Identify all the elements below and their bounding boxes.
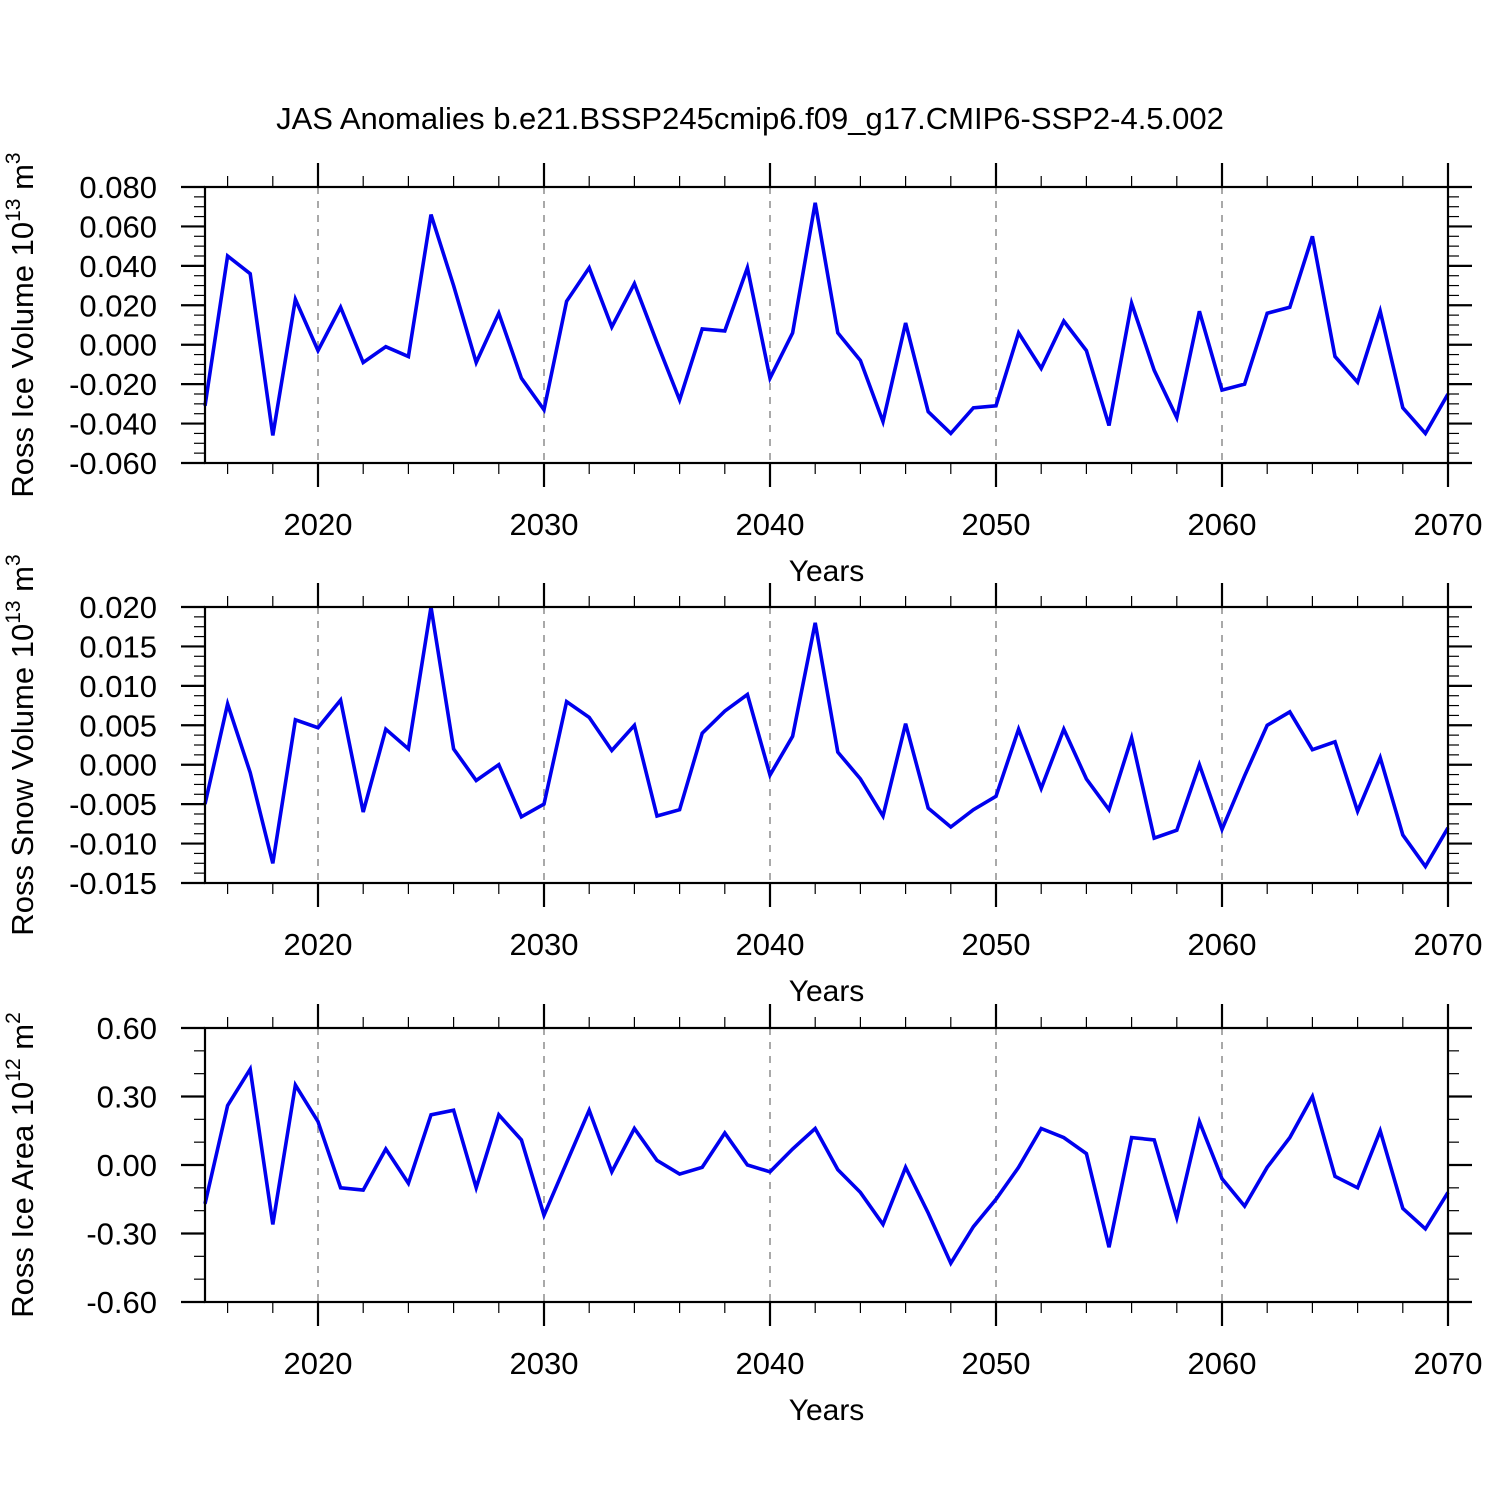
data-line [203,606,1450,870]
x-ticks [227,583,1450,907]
y-axis-title: Ross Snow Volume 1013 m3 [2,554,40,935]
x-tick-label: 2060 [1188,927,1257,962]
data-line [203,1063,1450,1268]
y-ticks [181,1026,1472,1304]
data-line [203,202,1450,437]
x-tick-label: 2030 [510,927,579,962]
x-tick-label: 2020 [284,507,353,542]
y-tick-label: -0.010 [69,827,157,862]
x-tick-label: 2030 [510,1346,579,1381]
y-ticks [181,605,1472,885]
y-tick-label: 0.020 [79,288,157,323]
panel-1: 2020 2030 2040 2050 2060 2070 -0.060 -0.040 -0.0… [2,152,1482,588]
chart-title: JAS Anomalies b.e21.BSSP245cmip6.f09_g17… [276,101,1224,136]
gridlines [317,187,1223,463]
axis-box [203,1026,1450,1304]
y-tick-label: -0.060 [69,446,157,481]
y-ticks [181,185,1472,465]
y-tick-label: -0.30 [86,1217,157,1252]
y-tick-label: -0.60 [86,1285,157,1320]
y-tick-label: 0.040 [79,249,157,284]
y-tick-label: 0.080 [79,170,157,205]
x-tick-label: 2060 [1188,1346,1257,1381]
x-tick-label: 2070 [1414,507,1483,542]
gridlines [317,1028,1223,1302]
y-tick-label: -0.005 [69,787,157,822]
x-tick-label: 2050 [962,1346,1031,1381]
x-ticks [227,163,1450,487]
x-tick-label: 2020 [284,927,353,962]
y-tick-label: 0.30 [97,1080,157,1115]
y-tick-label: 0.020 [79,590,157,625]
x-tick-label: 2070 [1414,927,1483,962]
axis-box [203,605,1450,885]
x-axis-title: Years [789,555,865,588]
y-tick-label: 0.00 [97,1148,157,1183]
y-tick-label: 0.060 [79,209,157,244]
x-tick-label: 2070 [1414,1346,1483,1381]
x-tick-label: 2060 [1188,507,1257,542]
y-tick-label: 0.005 [79,708,157,743]
x-axis-title: Years [789,975,865,1008]
y-tick-label: 0.015 [79,629,157,664]
x-tick-label: 2020 [284,1346,353,1381]
panel-2: 2020 2030 2040 2050 2060 2070 -0.015 -0.010 -0.0… [2,554,1482,1008]
y-tick-label: -0.040 [69,407,157,442]
y-axis-title: Ross Ice Volume 1013 m3 [2,152,40,497]
x-tick-label: 2040 [736,927,805,962]
panel-3: 2020 2030 2040 2050 2060 2070 -0.60 -0.30 0.00 0.… [2,1004,1482,1427]
gridlines [317,607,1223,883]
x-axis-title: Years [789,1394,865,1427]
x-tick-label: 2040 [736,507,805,542]
x-tick-label: 2030 [510,507,579,542]
y-tick-label: 0.60 [97,1011,157,1046]
y-tick-label: -0.020 [69,367,157,402]
y-tick-label: 0.000 [79,748,157,783]
x-tick-label: 2050 [962,507,1031,542]
x-ticks [227,1004,1450,1326]
y-tick-label: 0.010 [79,669,157,704]
x-tick-label: 2040 [736,1346,805,1381]
x-tick-label: 2050 [962,927,1031,962]
y-axis-title: Ross Ice Area 1012 m2 [2,1012,40,1318]
y-tick-label: 0.000 [79,328,157,363]
y-tick-label: -0.015 [69,866,157,901]
